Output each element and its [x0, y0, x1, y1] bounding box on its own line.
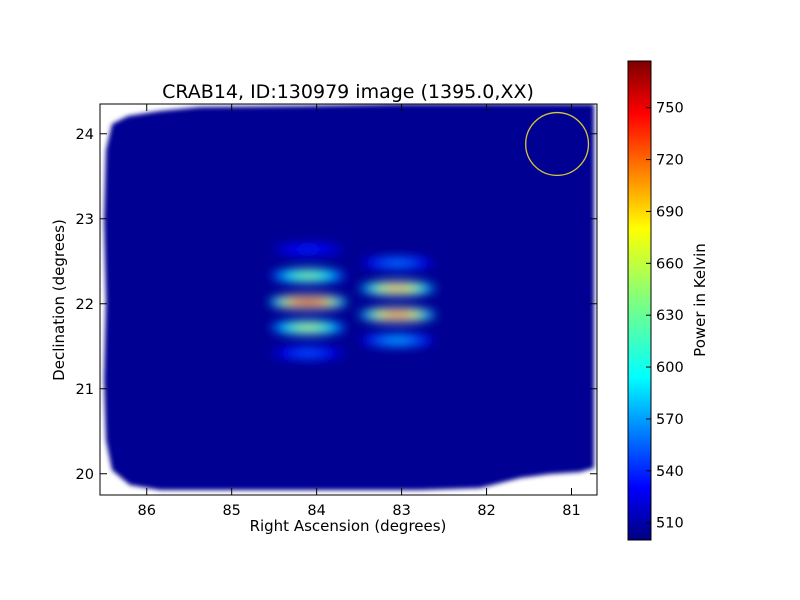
- colorbar-tick-label: 510: [656, 516, 684, 532]
- power-lobes: [263, 241, 442, 362]
- y-tick-label: 23: [76, 212, 94, 228]
- y-tick-label: 21: [76, 382, 94, 398]
- colorbar-title: Power in Kelvin: [691, 243, 709, 357]
- lobe-contour: [389, 261, 405, 265]
- lobe-peak: [353, 332, 442, 349]
- lobe-contour: [300, 326, 316, 329]
- colorbar-tick-label: 660: [656, 256, 684, 272]
- y-axis-title: Declination (degrees): [50, 219, 68, 381]
- x-axis-title: Right Ascension (degrees): [250, 517, 447, 535]
- lobe-peak: [263, 267, 353, 284]
- x-tick-label: 83: [392, 503, 410, 519]
- colorbar-tick-label: 540: [656, 464, 684, 480]
- beam-circle: [525, 111, 590, 176]
- lobe-peak: [263, 241, 353, 258]
- x-tick-label: 86: [137, 503, 155, 519]
- lobe-contour: [389, 287, 405, 290]
- lobe-peak: [263, 319, 353, 336]
- colorbar-tick-label: 750: [656, 101, 684, 117]
- lobe-peak: [353, 306, 442, 323]
- colorbar-tick-label: 600: [656, 360, 684, 376]
- lobe-peak: [353, 280, 442, 297]
- x-tick-label: 85: [222, 503, 240, 519]
- lobe-contour: [300, 274, 316, 278]
- x-axis: 86 85 84 83 82 81: [137, 104, 581, 519]
- y-tick-label: 22: [76, 297, 94, 313]
- y-tick-label: 24: [76, 127, 94, 143]
- y-axis: 20 21 22 23 24: [76, 127, 597, 483]
- colorbar-tick-label: 630: [656, 308, 684, 324]
- x-tick-label: 84: [307, 503, 325, 519]
- plot-area: [104, 104, 594, 490]
- x-tick-label: 82: [477, 503, 495, 519]
- chart-title: CRAB14, ID:130979 image (1395.0,XX): [162, 81, 534, 103]
- colorbar-ticks: 510 540 570 600 630 660 690 720 750: [646, 101, 684, 532]
- colorbar-tick-label: 720: [656, 153, 684, 169]
- lobe-peak: [263, 293, 353, 311]
- lobe-contour: [389, 313, 405, 317]
- colorbar-gradient: [627, 60, 652, 541]
- lobe-peak: [353, 254, 442, 272]
- x-tick-label: 81: [562, 503, 580, 519]
- lobe-contour: [300, 351, 316, 355]
- plot-frame: [99, 103, 598, 496]
- y-tick-label: 20: [76, 467, 94, 483]
- lobe-peak: [263, 344, 353, 362]
- sky-map-footprint: [104, 104, 594, 490]
- colorbar-tick-label: 570: [656, 412, 684, 428]
- colorbar-tick-label: 690: [656, 204, 684, 220]
- colorbar: 510 540 570 600 630 660 690 720 750 Power in Kel…: [627, 60, 709, 541]
- lobe-contour: [389, 339, 405, 342]
- lobe-contour: [300, 248, 316, 251]
- lobe-contour: [300, 300, 316, 304]
